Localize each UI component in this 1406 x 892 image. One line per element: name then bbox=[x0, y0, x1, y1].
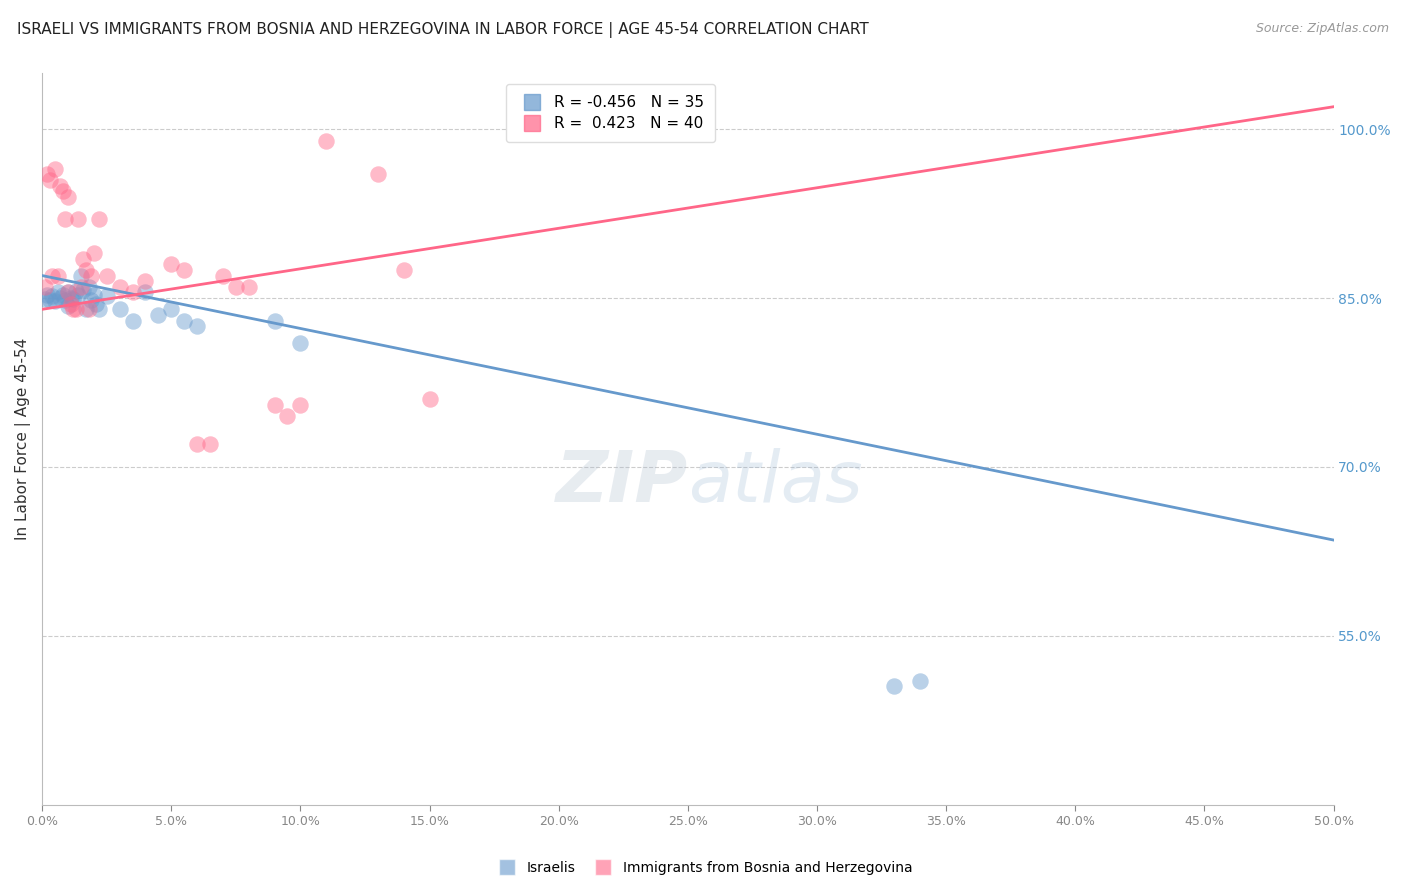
Point bbox=[315, 134, 337, 148]
Point bbox=[44, 161, 66, 176]
Point bbox=[121, 285, 143, 300]
Point bbox=[108, 302, 131, 317]
Point bbox=[290, 398, 312, 412]
Point bbox=[910, 673, 932, 688]
Point bbox=[38, 293, 60, 308]
Point bbox=[56, 299, 79, 313]
Point bbox=[49, 291, 72, 305]
Point bbox=[225, 280, 247, 294]
Legend: R = -0.456   N = 35, R =  0.423   N = 40: R = -0.456 N = 35, R = 0.423 N = 40 bbox=[506, 84, 716, 142]
Point bbox=[212, 268, 235, 283]
Text: ZIP: ZIP bbox=[555, 448, 688, 517]
Point bbox=[34, 280, 56, 294]
Point bbox=[96, 268, 118, 283]
Point bbox=[59, 291, 82, 305]
Point bbox=[59, 296, 82, 310]
Point bbox=[72, 252, 94, 266]
Point bbox=[62, 302, 84, 317]
Text: ISRAELI VS IMMIGRANTS FROM BOSNIA AND HERZEGOVINA IN LABOR FORCE | AGE 45-54 COR: ISRAELI VS IMMIGRANTS FROM BOSNIA AND HE… bbox=[17, 22, 869, 38]
Point bbox=[134, 274, 156, 288]
Point bbox=[53, 212, 76, 227]
Point bbox=[52, 184, 75, 198]
Text: Source: ZipAtlas.com: Source: ZipAtlas.com bbox=[1256, 22, 1389, 36]
Point bbox=[173, 313, 195, 327]
Point bbox=[83, 287, 105, 301]
Point bbox=[121, 313, 143, 327]
Point bbox=[186, 437, 208, 451]
Point bbox=[263, 398, 285, 412]
Point bbox=[198, 437, 221, 451]
Point bbox=[367, 167, 389, 181]
Point bbox=[34, 292, 56, 306]
Point bbox=[276, 409, 298, 424]
Point bbox=[883, 679, 905, 693]
Point bbox=[72, 283, 94, 297]
Point bbox=[263, 313, 285, 327]
Text: atlas: atlas bbox=[688, 448, 862, 517]
Point bbox=[148, 308, 170, 322]
Point bbox=[87, 302, 110, 317]
Point bbox=[56, 190, 79, 204]
Point bbox=[46, 268, 69, 283]
Point bbox=[41, 289, 63, 303]
Point bbox=[53, 293, 76, 308]
Legend: Israelis, Immigrants from Bosnia and Herzegovina: Israelis, Immigrants from Bosnia and Her… bbox=[488, 855, 918, 880]
Point bbox=[70, 268, 93, 283]
Point bbox=[65, 285, 87, 299]
Point bbox=[75, 263, 97, 277]
Point bbox=[87, 212, 110, 227]
Point bbox=[65, 302, 87, 317]
Point bbox=[49, 178, 72, 193]
Point bbox=[80, 293, 103, 308]
Point bbox=[70, 280, 93, 294]
Point bbox=[290, 336, 312, 351]
Point bbox=[67, 212, 90, 227]
Point bbox=[56, 285, 79, 300]
Point bbox=[62, 292, 84, 306]
Point bbox=[173, 263, 195, 277]
Point bbox=[160, 302, 183, 317]
Point bbox=[37, 287, 59, 301]
Point bbox=[38, 173, 60, 187]
Point bbox=[160, 257, 183, 271]
Point bbox=[46, 285, 69, 300]
Point bbox=[80, 268, 103, 283]
Point bbox=[96, 289, 118, 303]
Point bbox=[41, 268, 63, 283]
Point bbox=[52, 287, 75, 301]
Point bbox=[392, 263, 415, 277]
Point bbox=[75, 302, 97, 317]
Point bbox=[186, 319, 208, 334]
Point bbox=[77, 302, 100, 317]
Point bbox=[238, 280, 260, 294]
Y-axis label: In Labor Force | Age 45-54: In Labor Force | Age 45-54 bbox=[15, 338, 31, 540]
Point bbox=[418, 392, 440, 407]
Point bbox=[44, 294, 66, 309]
Point bbox=[67, 287, 90, 301]
Point bbox=[77, 280, 100, 294]
Point bbox=[108, 280, 131, 294]
Point bbox=[86, 296, 108, 310]
Point bbox=[56, 285, 79, 300]
Point bbox=[83, 246, 105, 260]
Point bbox=[134, 285, 156, 300]
Point bbox=[37, 167, 59, 181]
